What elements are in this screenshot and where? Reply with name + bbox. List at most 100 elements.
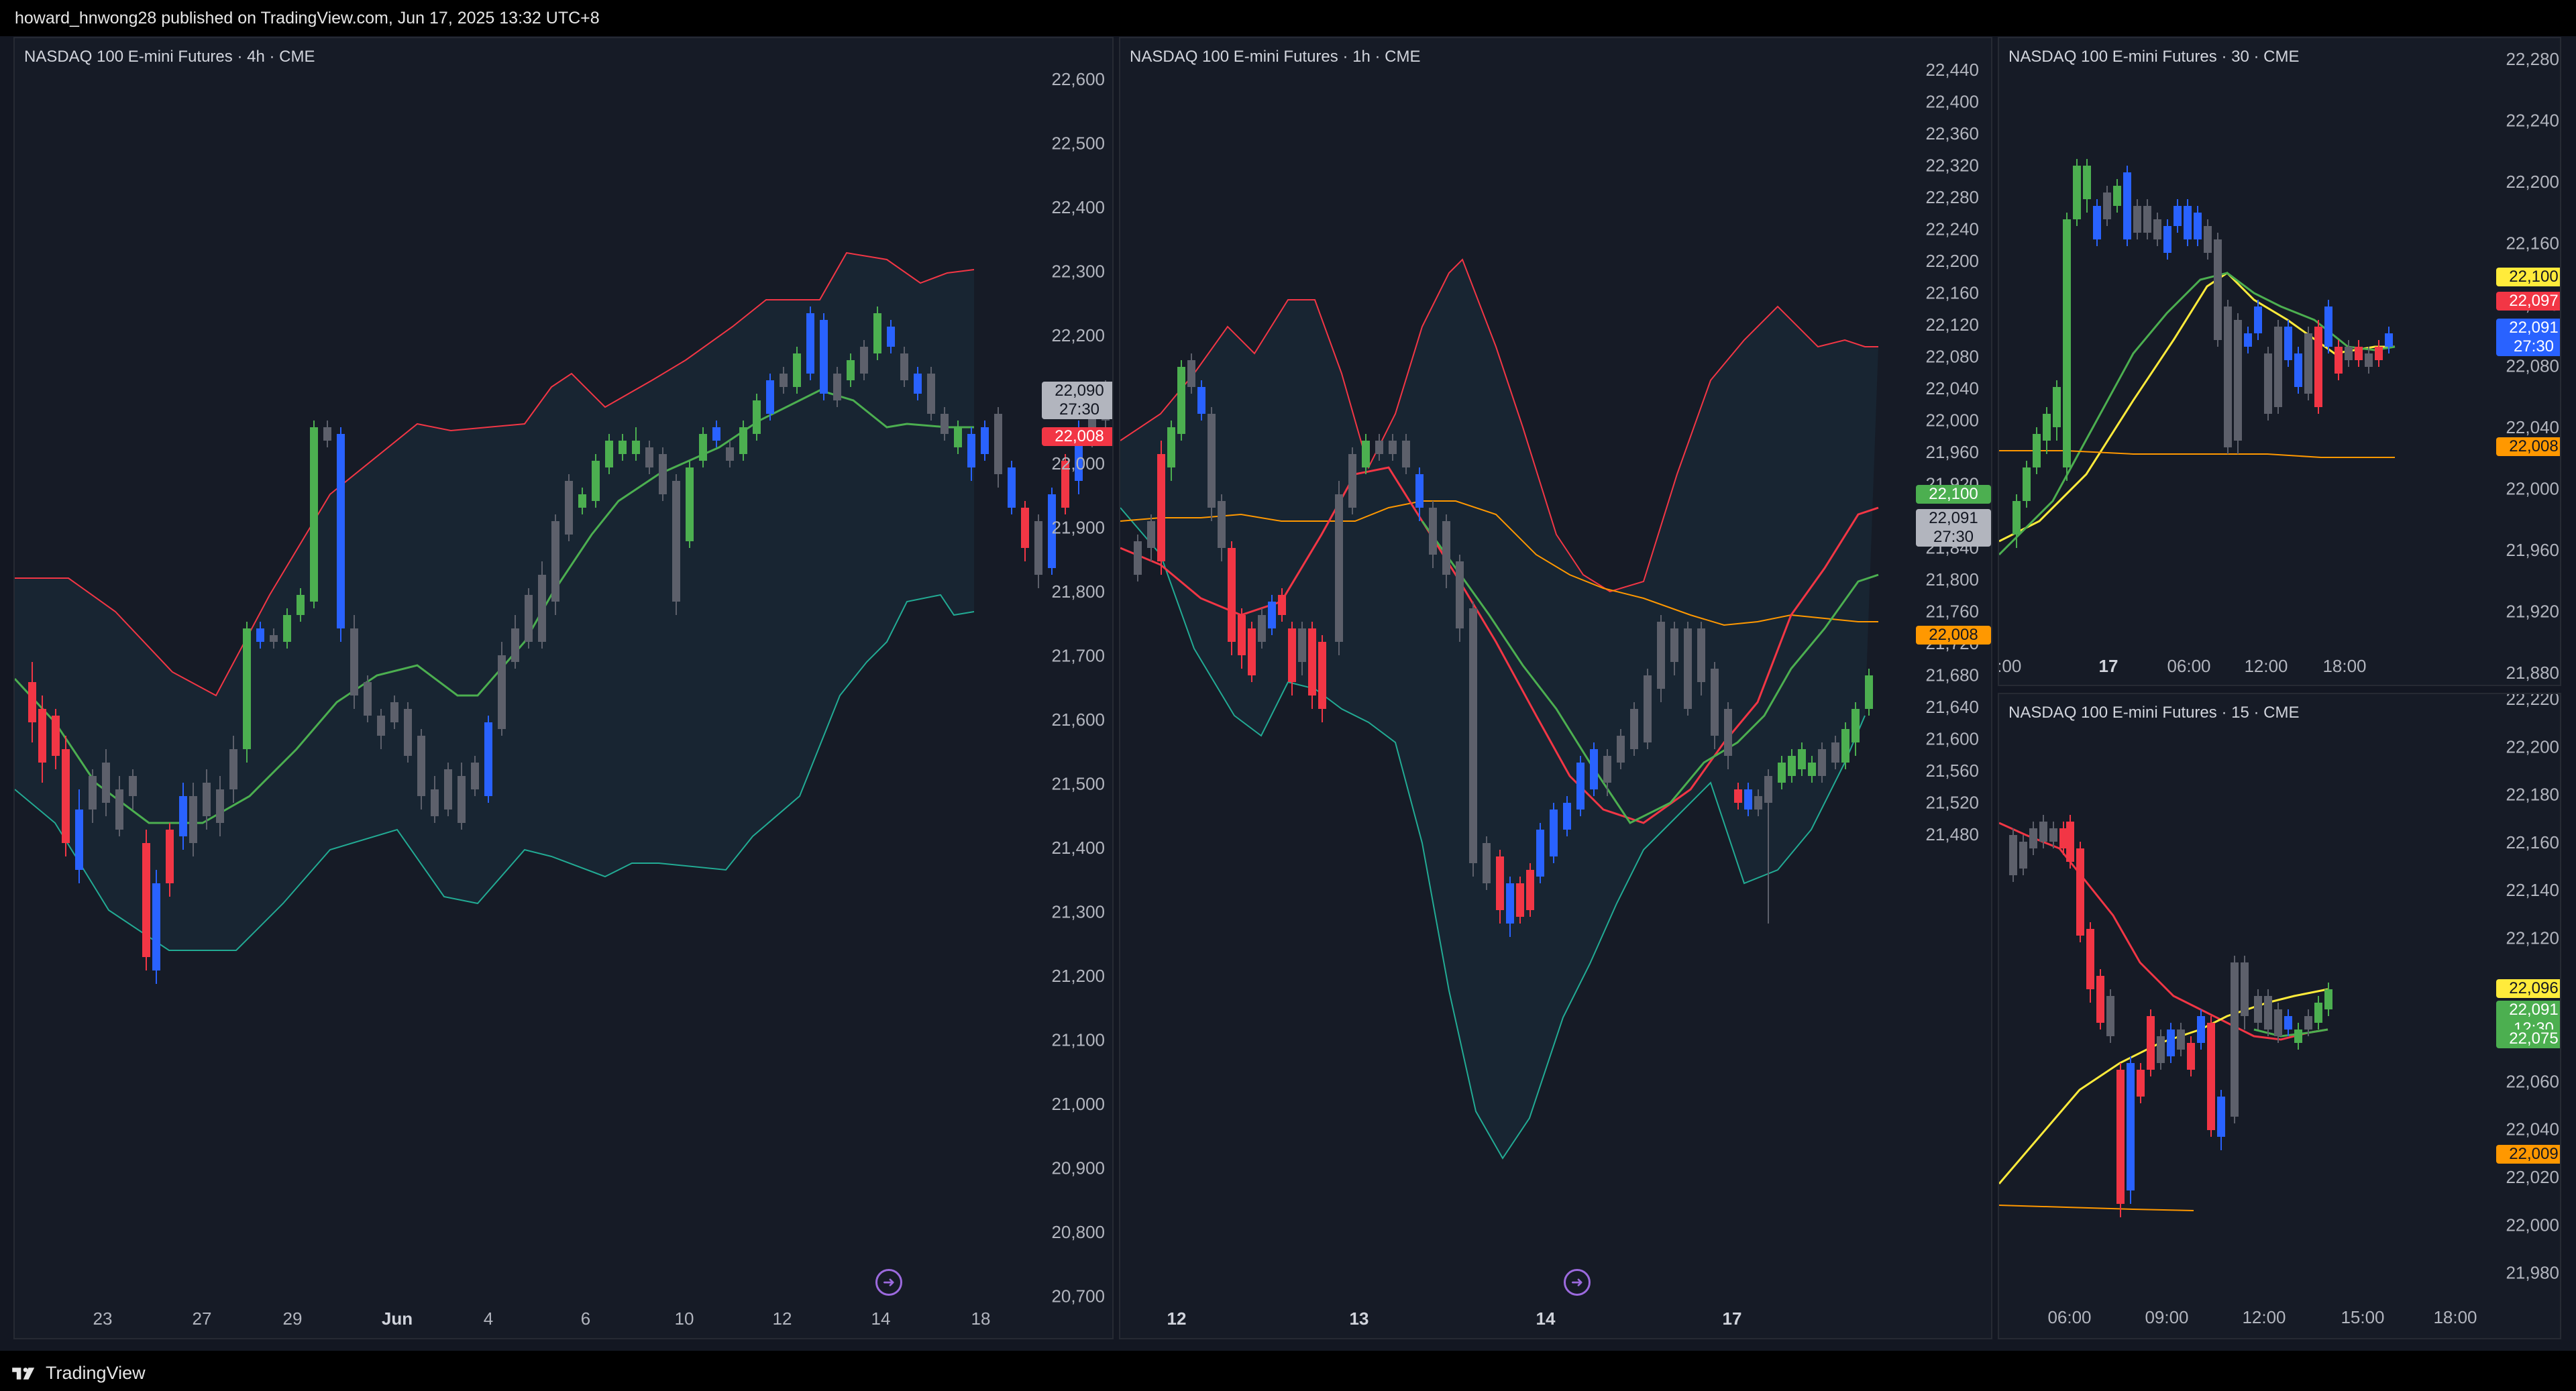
candle (1415, 467, 1424, 521)
candle (2147, 1009, 2155, 1076)
candle-body (766, 380, 774, 414)
candle (1258, 608, 1266, 649)
candle-body (1278, 595, 1286, 615)
candle (310, 421, 318, 608)
chart-canvas-1h[interactable]: 22,440 22,400 22,360 22,320 22,280 22,240 22,2… (1120, 38, 1992, 1339)
candle-body (89, 776, 97, 810)
candle-body (1818, 749, 1826, 776)
candle-body (1788, 756, 1796, 776)
candle (2137, 1063, 2145, 1103)
candle (2244, 327, 2252, 353)
candle-body (1808, 763, 1816, 776)
candle (417, 729, 425, 810)
price-axis-label: 22,200 (1925, 251, 1979, 271)
candle-body (2264, 996, 2272, 1030)
upper-band-line (1120, 258, 1878, 593)
price-axis-label: 22,120 (2506, 928, 2559, 948)
chart-canvas-30m[interactable]: 22,28022,24022,20022,16022,12022,08022,0… (1999, 38, 2561, 686)
time-axis-label: 17 (2099, 656, 2118, 676)
price-axis-label: 22,400 (1925, 92, 1979, 112)
candle-body (726, 447, 734, 461)
candle-body (793, 353, 801, 387)
candle (1268, 595, 1276, 635)
candle (2365, 347, 2373, 374)
candle-body (2153, 219, 2161, 239)
price-axis-label: 21,960 (2506, 540, 2559, 560)
replay-icon[interactable]: ➜ (1564, 1269, 1591, 1296)
price-axis-label: 22,320 (1925, 156, 1979, 176)
candle (189, 783, 197, 856)
candle (2187, 1036, 2195, 1076)
candle (102, 749, 110, 816)
candle-body (2143, 206, 2151, 233)
price-axis-label: 21,600 (1051, 710, 1105, 730)
candle-body (1318, 642, 1326, 709)
candle (2029, 822, 2037, 855)
candle-body (1268, 602, 1276, 628)
price-axis-label: 22,400 (1051, 197, 1105, 217)
candle-body (2204, 226, 2212, 253)
candle-body (2113, 186, 2121, 206)
lower-band-line (15, 594, 975, 951)
chart-canvas-4h[interactable]: 22,60022,50022,40022,30022,20022,10022,0… (15, 38, 1114, 1339)
candle (1008, 461, 1016, 514)
tradingview-logo[interactable]: TradingView (12, 1363, 146, 1384)
candle-body (458, 776, 466, 823)
price-axis-label: 21,500 (1051, 774, 1105, 794)
chart-panel-1h[interactable]: 22,440 22,400 22,360 22,320 22,280 22,240 22,2… (1119, 37, 1992, 1339)
candle (203, 769, 211, 830)
candle (2023, 461, 2031, 508)
candle-body (1644, 675, 1652, 742)
candle-body (1348, 454, 1356, 508)
candle-body (179, 796, 187, 836)
candle-body (471, 763, 479, 789)
candle (1375, 434, 1383, 461)
candle-body (941, 414, 949, 434)
candle (2009, 828, 2017, 882)
chart-panel-30m[interactable]: 22,28022,24022,20022,16022,12022,08022,0… (1998, 37, 2561, 686)
price-axis-label: 21,900 (1051, 518, 1105, 538)
chart-panel-4h[interactable]: 22,60022,50022,40022,30022,20022,10022,0… (13, 37, 1114, 1339)
time-axis-label: 06:00 (2047, 1307, 2091, 1327)
candle-body (431, 789, 439, 816)
candle (712, 421, 720, 447)
candle-body (129, 776, 137, 796)
candle (2197, 1009, 2205, 1050)
candle (2086, 922, 2094, 1003)
candle (270, 628, 278, 649)
chart-canvas-15m[interactable]: 22,22022,20022,18022,16022,14022,12022,1… (1999, 694, 2561, 1339)
candle-body (1617, 736, 1625, 763)
candle (2264, 347, 2272, 421)
candle-body (699, 434, 707, 461)
candle-body (2334, 347, 2343, 374)
candle-body (2076, 848, 2084, 936)
candle-body (1402, 441, 1410, 467)
candle-body (806, 313, 814, 374)
price-axis-label: 21,980 (2506, 1263, 2559, 1283)
price-axis-label: 21,680 (1925, 665, 1979, 685)
candle (1808, 756, 1816, 783)
replay-icon[interactable]: ➜ (875, 1269, 902, 1296)
candle (1711, 662, 1719, 749)
price-axis-label: 22,080 (1925, 347, 1979, 367)
candle (142, 830, 150, 970)
price-axis-label: 22,060 (2506, 1071, 2559, 1091)
candle (1536, 823, 1544, 883)
candle (2113, 179, 2121, 213)
candle-body (1021, 508, 1029, 548)
time-axis-label: 12:00 (2242, 1307, 2286, 1327)
price-axis-label: 22,440 (1925, 60, 1979, 80)
candle (2274, 1003, 2282, 1043)
candle-body (1061, 461, 1069, 508)
chart-title-15m: NASDAQ 100 E-mini Futures · 15 · CME (2008, 704, 2300, 722)
candle (1298, 622, 1306, 675)
candle (115, 776, 123, 836)
candle (1630, 702, 1638, 756)
candle (739, 421, 747, 461)
price-axis-label: 22,040 (2506, 1119, 2559, 1139)
candle (927, 367, 935, 421)
candle-body (2214, 239, 2222, 340)
candle (1734, 783, 1742, 810)
chart-panel-15m[interactable]: 22,22022,20022,18022,16022,14022,12022,1… (1998, 693, 2561, 1339)
candle (179, 783, 187, 850)
